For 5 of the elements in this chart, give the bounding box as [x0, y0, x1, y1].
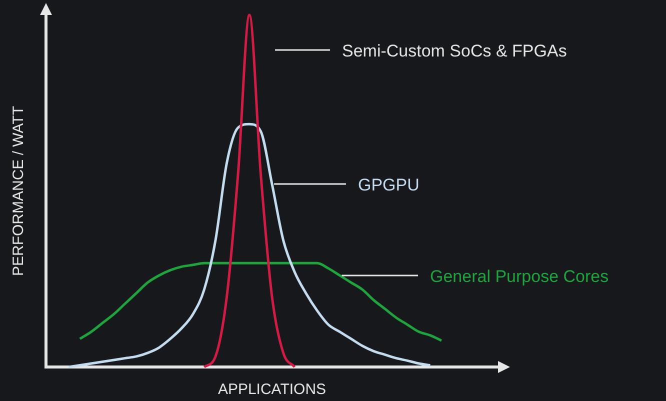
text: General Purpose Cores [430, 267, 609, 286]
x-axis-title: APPLICATIONS [218, 381, 326, 398]
text: GPGPU [358, 176, 420, 195]
y-axis-title: PERFORMANCE / WATT [10, 106, 28, 276]
text: Semi-Custom SoCs & FPGAs [342, 42, 567, 61]
